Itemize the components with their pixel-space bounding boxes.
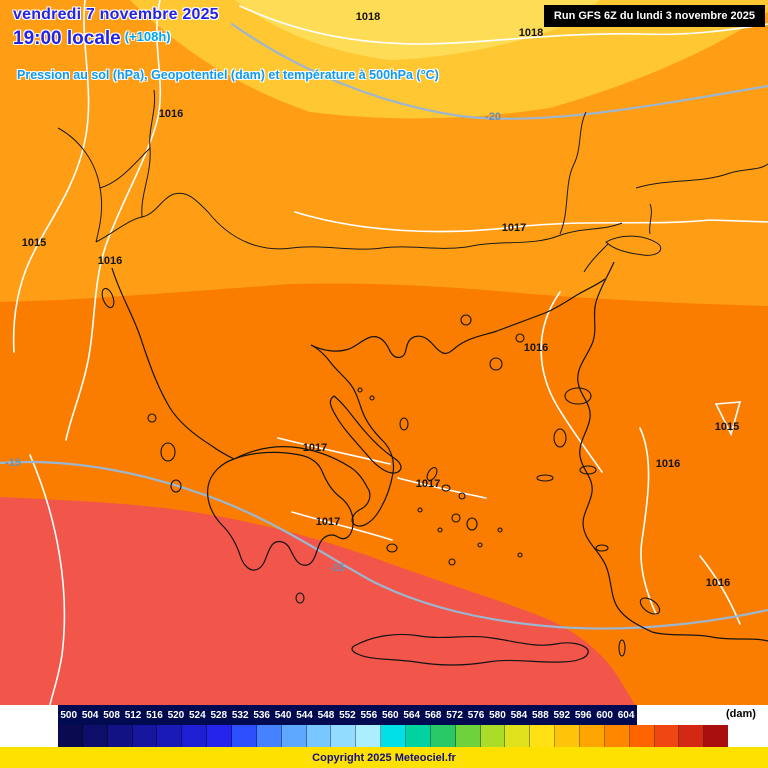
run-info-box: Run GFS 6Z du lundi 3 novembre 2025 bbox=[543, 5, 765, 27]
scale-color-cell bbox=[132, 725, 158, 747]
scale-value: 548 bbox=[317, 709, 335, 721]
scale-color-cell bbox=[306, 725, 332, 747]
scale-color-cell bbox=[629, 725, 655, 747]
scale-value: 564 bbox=[403, 709, 421, 721]
coastlines bbox=[111, 261, 768, 666]
scale-value: 532 bbox=[231, 709, 249, 721]
isobar-contour-lines bbox=[12, 0, 768, 705]
scale-value: 552 bbox=[339, 709, 356, 721]
scale-value: 536 bbox=[253, 709, 270, 721]
scale-color-cell bbox=[679, 725, 705, 747]
scale-values-row: 500 504 508 512 516 520 524 528 532 536 540 544 548 5… bbox=[58, 705, 637, 725]
scale-value: 508 bbox=[103, 709, 120, 721]
scale-color-cell bbox=[604, 725, 630, 747]
copyright-link[interactable]: Copyright 2025 Meteociel.fr bbox=[312, 751, 456, 764]
map-area[interactable]: 1018 1018 1016 -20 1015 1016 1017 1016 1015 1016-… bbox=[0, 0, 768, 705]
scale-color-cell bbox=[455, 725, 481, 747]
scale-value: 600 bbox=[596, 709, 613, 721]
temperature-contour-lines bbox=[0, 22, 768, 630]
scale-value: 604 bbox=[617, 709, 635, 721]
scale-value: 596 bbox=[574, 709, 592, 721]
scale-color-cell bbox=[207, 725, 233, 747]
scale-value: 592 bbox=[553, 709, 571, 721]
scale-value: 520 bbox=[167, 709, 185, 721]
scale-color-cell bbox=[232, 725, 257, 747]
scale-value: 516 bbox=[146, 709, 163, 721]
scale-color-cell bbox=[480, 725, 506, 747]
scale-value: 540 bbox=[274, 709, 292, 721]
scale-color-cell bbox=[356, 725, 382, 747]
country-borders bbox=[57, 89, 768, 273]
scale-value: 576 bbox=[467, 709, 485, 721]
weather-map[interactable] bbox=[0, 0, 768, 705]
scale-color-cell bbox=[82, 725, 108, 747]
scale-value: 584 bbox=[510, 709, 528, 721]
scale-color-cell bbox=[381, 725, 407, 747]
scale-value: 500 bbox=[60, 709, 78, 721]
scale-value: 512 bbox=[124, 709, 142, 721]
scale-value: 568 bbox=[424, 709, 442, 721]
scale-color-cell bbox=[157, 725, 183, 747]
scale-value: 588 bbox=[532, 709, 549, 721]
scale-color-cell bbox=[505, 725, 531, 747]
scale-color-cell bbox=[555, 725, 581, 747]
scale-color-cell bbox=[331, 725, 357, 747]
map-subtitle: Pression au sol (hPa), Geopotentiel (dam… bbox=[17, 68, 439, 82]
scale-value: 544 bbox=[296, 709, 313, 721]
scale-value: 528 bbox=[210, 709, 228, 721]
scale-color-cell bbox=[530, 725, 556, 747]
islands bbox=[101, 287, 661, 657]
scale-color-cell bbox=[281, 725, 307, 747]
scale-color-cell bbox=[406, 725, 431, 747]
scale-color-cell bbox=[430, 725, 456, 747]
scale-value: 504 bbox=[81, 709, 99, 721]
footer-bar: Copyright 2025 Meteociel.fr bbox=[0, 747, 768, 768]
scale-color-bar bbox=[58, 725, 729, 747]
scale-value: 572 bbox=[446, 709, 463, 721]
scale-color-cell bbox=[58, 725, 83, 747]
scale-value: 524 bbox=[189, 709, 206, 721]
scale-unit-label: (dam) bbox=[726, 708, 756, 720]
scale-color-cell bbox=[182, 725, 208, 747]
forecast-date: vendredi 7 novembre 2025 bbox=[13, 6, 219, 23]
shading-bands bbox=[0, 0, 768, 705]
scale-color-cell bbox=[256, 725, 282, 747]
forecast-offset-label: (+108h) bbox=[124, 29, 171, 44]
forecast-time: 19:00 locale (+108h) bbox=[13, 28, 171, 50]
forecast-time-text: 19:00 locale bbox=[13, 28, 121, 49]
scale-color-cell bbox=[580, 725, 605, 747]
scale-color-cell bbox=[654, 725, 680, 747]
scale-value: 556 bbox=[360, 709, 378, 721]
scale-value: 580 bbox=[489, 709, 506, 721]
scale-value: 560 bbox=[381, 709, 399, 721]
scale-color-cell bbox=[107, 725, 133, 747]
scale-color-cell bbox=[704, 725, 729, 747]
